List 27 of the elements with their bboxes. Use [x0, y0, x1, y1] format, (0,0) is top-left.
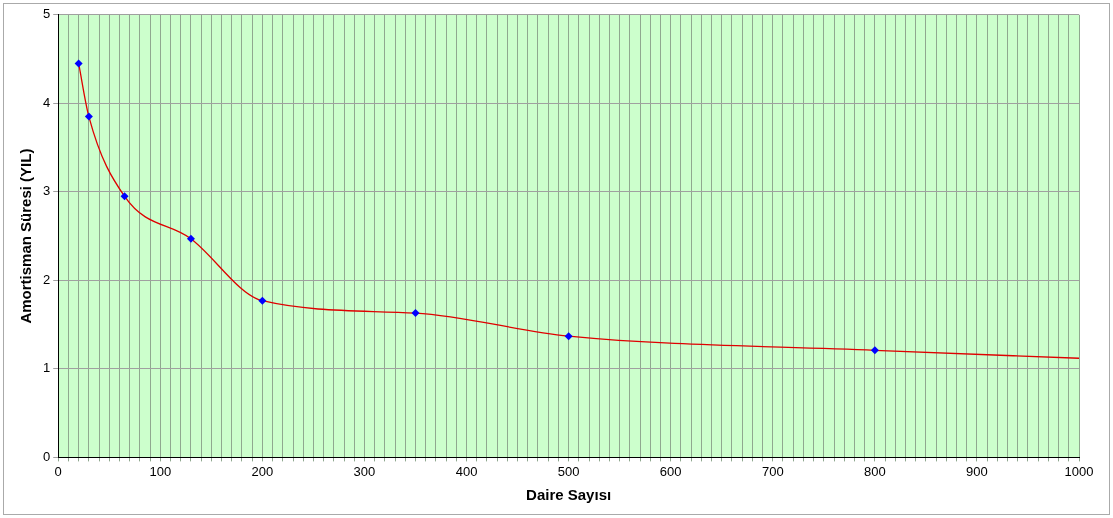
y-tick-label: 2 [43, 271, 51, 287]
y-tick-label: 4 [43, 94, 51, 110]
x-tick-label: 900 [966, 463, 988, 479]
point [564, 332, 573, 341]
x-axis-title: Daire Sayısı [526, 486, 612, 504]
x-tick-label: 600 [659, 463, 682, 479]
point [186, 234, 195, 243]
y-axis-title: Amortisman Süresi (YIL) [17, 148, 35, 324]
x-tick-label: 200 [251, 463, 274, 479]
point [84, 112, 93, 121]
x-tick-label: 300 [353, 463, 376, 479]
point [120, 192, 129, 201]
y-tick-label: 3 [43, 183, 51, 199]
x-tick-label: 500 [557, 463, 580, 479]
x-tick-label: 0 [54, 463, 62, 479]
y-tick-label: 0 [43, 448, 51, 464]
point [258, 296, 267, 305]
x-tick-label: 700 [761, 463, 784, 479]
x-tick-label: 1000 [1064, 463, 1094, 479]
x-tick-label: 800 [863, 463, 886, 479]
point [870, 346, 879, 355]
point [74, 59, 83, 68]
x-tick-label: 400 [455, 463, 478, 479]
point [411, 309, 420, 318]
x-tick-label: 100 [149, 463, 172, 479]
y-tick-label: 5 [43, 6, 51, 22]
y-tick-label: 1 [43, 360, 51, 376]
